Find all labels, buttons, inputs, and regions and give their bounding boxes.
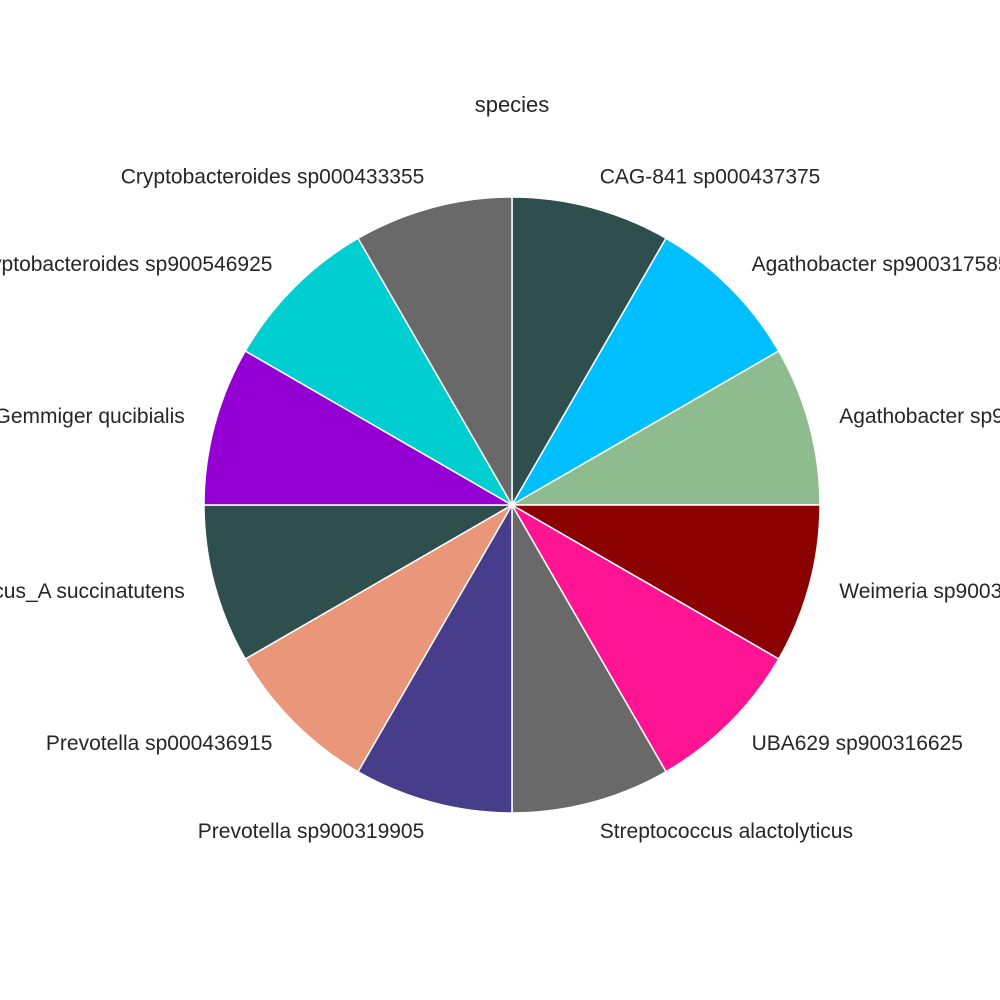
pie-slices — [203, 196, 821, 814]
pie-slice-streptococcus-alactolyticus — [511, 504, 667, 814]
pie-slice-prevotella-sp000436915 — [244, 504, 513, 773]
pie-slice-uba629-sp900316625 — [511, 504, 780, 773]
pie-slice-ruminococcus-a-succinatutens — [203, 504, 513, 660]
pie-label-agathobacter-sp900546625: Agathobacter sp900546625 — [839, 405, 1000, 428]
pie-slice-cryptobacteroides-sp900546925 — [244, 237, 513, 506]
pie-label-prevotella-sp900319905: Prevotella sp900319905 — [198, 820, 425, 843]
pie-slice-weimeria-sp900318065 — [511, 504, 821, 660]
pie-slice-agathobacter-sp900546625 — [511, 350, 821, 506]
pie-label-ruminococcus-a-succinatutens: Ruminococcus_A succinatutens — [0, 580, 185, 603]
pie-label-cryptobacteroides-sp900546925: Cryptobacteroides sp900546925 — [0, 253, 272, 276]
pie-labels: CAG-841 sp000437375 Agathobacter sp900317… — [0, 165, 1000, 843]
pie-slice-agathobacter-sp900317585 — [511, 237, 780, 506]
pie-label-streptococcus-alactolyticus: Streptococcus alactolyticus — [600, 820, 853, 843]
pie-label-uba629-sp900316625: UBA629 sp900316625 — [752, 732, 963, 755]
pie-label-prevotella-sp000436915: Prevotella sp000436915 — [46, 732, 273, 755]
pie-label-weimeria-sp900318065: Weimeria sp900318065 — [839, 580, 1000, 603]
pie-slice-cag-841-sp000437375 — [511, 196, 667, 506]
chart-title: species — [475, 92, 550, 117]
pie-slice-gemmiger-qucibialis — [203, 350, 513, 506]
pie-slice-cryptobacteroides-sp000433355 — [357, 196, 513, 506]
pie-label-agathobacter-sp900317585: Agathobacter sp900317585 — [752, 253, 1000, 276]
pie-label-gemmiger-qucibialis: Gemmiger qucibialis — [0, 405, 185, 428]
pie-label-cag-841-sp000437375: CAG-841 sp000437375 — [600, 165, 821, 188]
pie-slice-prevotella-sp900319905 — [357, 504, 513, 814]
pie-label-cryptobacteroides-sp000433355: Cryptobacteroides sp000433355 — [121, 165, 425, 188]
